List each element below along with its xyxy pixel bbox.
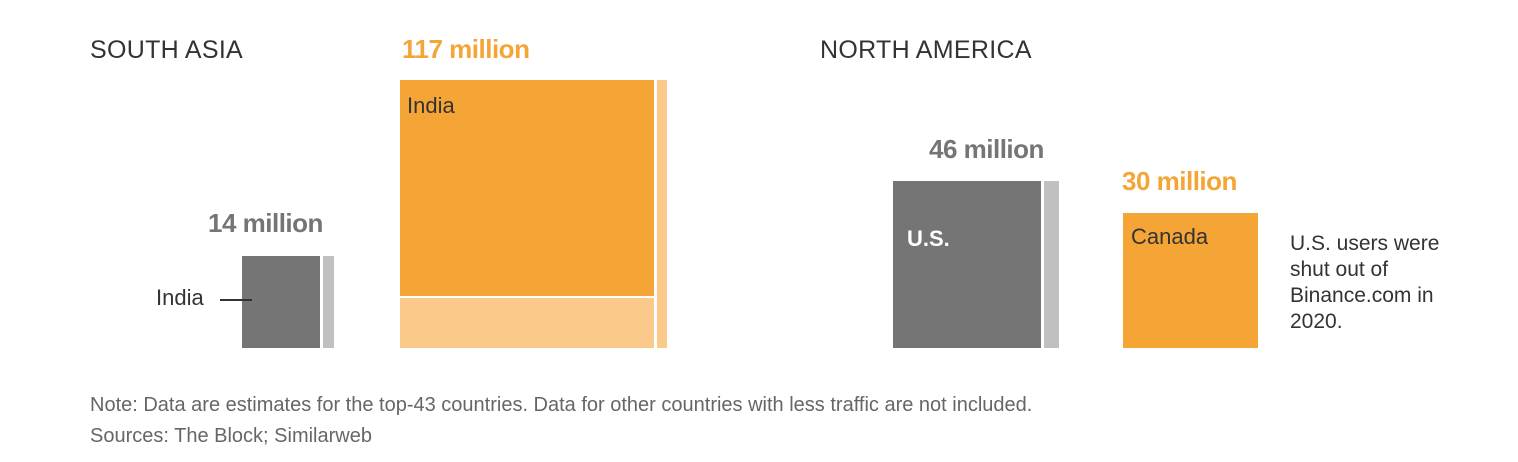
- value-label-north-america-other: 30 million: [1122, 166, 1237, 196]
- value-label-south-asia-binance: 14 million: [208, 208, 323, 238]
- region-title-south-asia: SOUTH ASIA: [90, 36, 244, 64]
- square-north-america-binance-main: [893, 181, 1041, 348]
- square-south-asia-other-main: [400, 80, 654, 296]
- box-label-north-america-binance: U.S.: [907, 226, 950, 251]
- us-annotation: U.S. users were shut out of Binance.com …: [1290, 232, 1440, 333]
- box-label-south-asia-other: India: [407, 93, 455, 118]
- leader-line: [220, 299, 252, 301]
- value-label-south-asia-other: 117 million: [402, 34, 530, 64]
- region-title-north-america: NORTH AMERICA: [820, 36, 1032, 64]
- sources-text: Sources: The Block; Similarweb: [90, 425, 372, 447]
- square-south-asia-binance-strip: [323, 256, 334, 348]
- box-label-north-america-other: Canada: [1131, 224, 1209, 249]
- note-text: Note: Data are estimates for the top-43 …: [90, 394, 1033, 416]
- square-south-asia-other-bottom: [400, 298, 654, 348]
- square-north-america-binance-strip: [1044, 181, 1059, 348]
- square-north-america-other: [1123, 213, 1258, 348]
- box-label-south-asia-binance: India: [156, 285, 204, 310]
- square-south-asia-other-strip: [657, 80, 667, 348]
- value-label-north-america-binance: 46 million: [929, 134, 1044, 164]
- square-south-asia-binance-main: [242, 256, 320, 348]
